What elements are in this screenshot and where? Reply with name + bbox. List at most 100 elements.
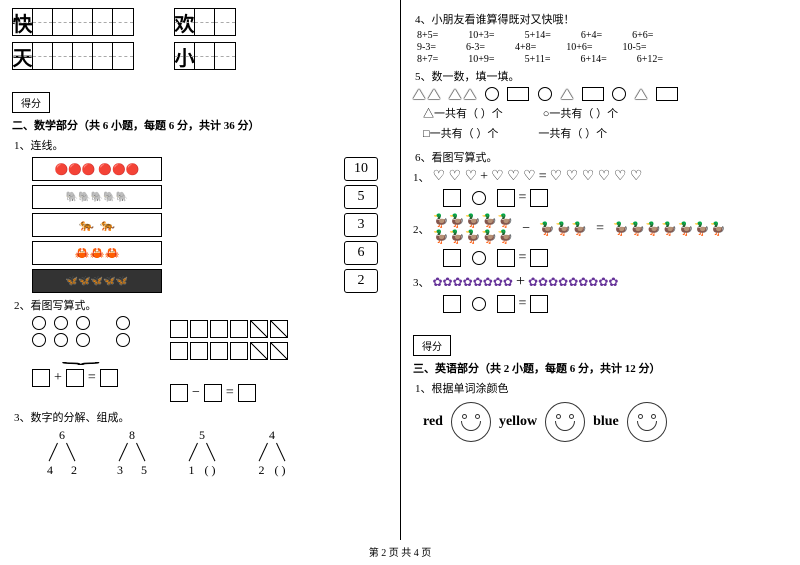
page-footer: 第 2 页 共 4 页 (0, 540, 800, 559)
arith-item: 5+11= (525, 54, 551, 65)
char-grid-row-2: 天 小 (12, 42, 388, 70)
item-box: 🔴🔴🔴 🔴🔴🔴 (32, 157, 162, 181)
char-grid-xiao: 小 (174, 42, 236, 70)
square-icon (210, 342, 228, 360)
num-box: 10 (344, 157, 378, 181)
arith-item: 9-3= (417, 42, 436, 53)
arithmetic-block: 8+5=10+3=5+14=6+4=6+6= 9-3=6-3=4+8=10+6=… (413, 30, 788, 65)
triangle-icon (561, 89, 573, 99)
oval-icon (54, 316, 68, 330)
count-triangle: △一共有（ ）个 (423, 105, 503, 121)
op-circle (472, 191, 486, 205)
circle-icon (538, 87, 552, 101)
triangle-icon (635, 89, 647, 99)
char-grid-kuai: 快 (12, 8, 134, 36)
char-cell-empty (53, 43, 73, 69)
square-icon (230, 320, 248, 338)
op-circle (472, 251, 486, 265)
char-cell-empty (215, 9, 235, 35)
char-cell-empty (33, 43, 53, 69)
char-grid-tian: 天 (12, 42, 134, 70)
square-struck-icon (250, 320, 268, 338)
q6-row-2: 2、 🦆🦆🦆🦆🦆🦆🦆🦆🦆🦆 − 🦆🦆🦆 = 🦆🦆🦆🦆🦆🦆🦆 (413, 213, 788, 245)
blank-box (497, 249, 515, 267)
q1-title: 1、连线。 (14, 137, 388, 153)
row-label: 2、 (413, 221, 430, 237)
square-subtraction: −= (170, 316, 288, 406)
char-cell-empty (73, 9, 93, 35)
q2-title: 2、看图写算式。 (14, 297, 388, 313)
shape-sequence (413, 87, 788, 101)
split-right: 5 (141, 463, 147, 478)
blank-box (507, 87, 529, 101)
blank-box (32, 369, 50, 387)
triangle-icon (413, 89, 425, 99)
row-label: 3、 (413, 274, 430, 290)
item-box: 🦋🦋🦋🦋🦋 (32, 269, 162, 293)
split-right: 2 (71, 463, 77, 478)
smiley-face-icon (545, 402, 585, 442)
char-grid-row-1: 快 欢 (12, 8, 388, 36)
square-icon (190, 320, 208, 338)
score-box: 得分 (12, 92, 50, 113)
arith-item: 5+14= (525, 30, 551, 41)
char-cell: 小 (175, 43, 195, 69)
blank-box (66, 369, 84, 387)
blank-box (443, 295, 461, 313)
oval-icon (116, 316, 130, 330)
matching-exercise: 🔴🔴🔴 🔴🔴🔴10 🐘🐘🐘🐘🐘5 🐅 🐅3 🦀🦀🦀6 🦋🦋🦋🦋🦋2 (12, 157, 388, 293)
char-cell-empty (93, 9, 113, 35)
section-3-title: 三、英语部分（共 2 小题，每题 6 分，共计 12 分） (413, 360, 788, 376)
char-cell-empty (73, 43, 93, 69)
row-label: 1、 (413, 169, 430, 185)
blank-box (497, 295, 515, 313)
blank-box (656, 87, 678, 101)
arith-item: 6+12= (637, 54, 663, 65)
oval-icon (32, 316, 46, 330)
square-icon (210, 320, 228, 338)
item-box: 🐘🐘🐘🐘🐘 (32, 185, 162, 209)
number-split: 5 1( ) (182, 428, 222, 478)
q5-title: 5、数一数，填一填。 (415, 68, 788, 84)
color-label-blue: blue (593, 414, 619, 430)
arith-item: 8+5= (417, 30, 438, 41)
num-box: 6 (344, 241, 378, 265)
blank-box (204, 384, 222, 402)
blank-box (238, 384, 256, 402)
oval-icon (76, 333, 90, 347)
circle-icon (612, 87, 626, 101)
arith-item: 10+3= (468, 30, 494, 41)
oval-icon (116, 333, 130, 347)
square-icon (230, 342, 248, 360)
char-cell: 快 (13, 9, 33, 35)
blank-box (497, 189, 515, 207)
char-cell: 欢 (175, 9, 195, 35)
section-2-title: 二、数学部分（共 6 小题，每题 6 分，共计 36 分） (12, 117, 388, 133)
blank-box (530, 249, 548, 267)
oval-addition: ⏟ += (32, 316, 130, 406)
split-left: 3 (117, 463, 123, 478)
square-icon (170, 342, 188, 360)
split-right: ( ) (205, 463, 216, 478)
arith-item: 6+4= (581, 30, 602, 41)
op-circle (472, 297, 486, 311)
num-box: 2 (344, 269, 378, 293)
split-left: 2 (259, 463, 265, 478)
triangle-icon (449, 89, 461, 99)
split-top: 4 (269, 428, 275, 443)
arith-item: 4+8= (515, 42, 536, 53)
brace-icon: ⏟ (62, 347, 100, 365)
char-cell-empty (113, 9, 133, 35)
blank-box (443, 189, 461, 207)
square-struck-icon (250, 342, 268, 360)
oval-icon (32, 333, 46, 347)
item-box: 🦀🦀🦀 (32, 241, 162, 265)
char-cell-empty (53, 9, 73, 35)
square-icon (170, 320, 188, 338)
num-box: 5 (344, 185, 378, 209)
arith-item: 6-3= (466, 42, 485, 53)
arith-item: 6+6= (632, 30, 653, 41)
oval-icon (76, 316, 90, 330)
char-cell-empty (215, 43, 235, 69)
arith-item: 10+9= (468, 54, 494, 65)
